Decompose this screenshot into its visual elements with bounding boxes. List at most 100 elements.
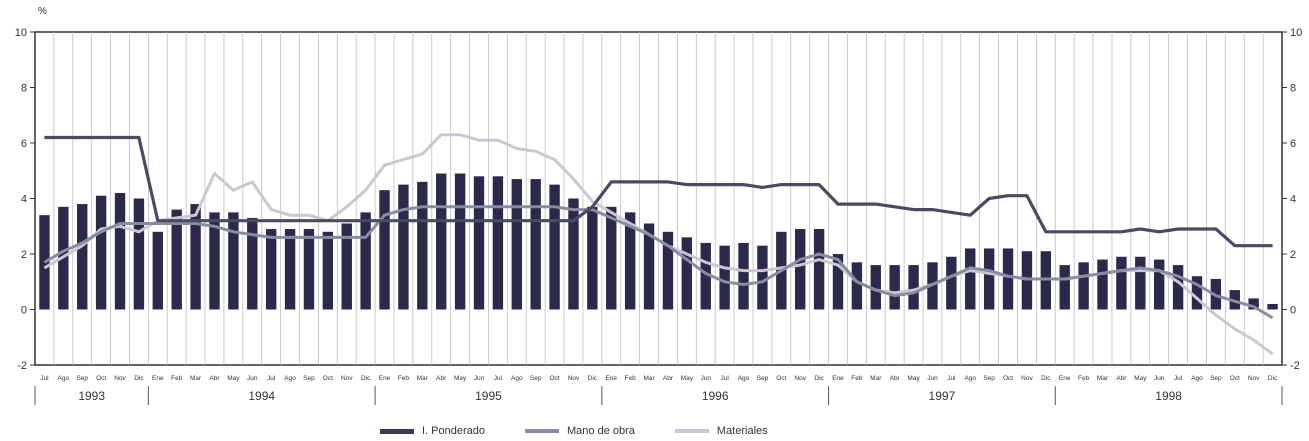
x-tick-label-month: Dic	[1041, 375, 1051, 382]
legend-label-ponderado: I. Ponderado	[422, 425, 485, 437]
x-tick-label-month: Sep	[76, 375, 88, 382]
bar-materiales	[946, 256, 957, 310]
x-tick-label-month: Nov	[341, 375, 353, 382]
x-tick-label-month: Oct	[96, 375, 106, 382]
bar-materiales	[530, 179, 541, 310]
y-tick-label-left: -2	[17, 360, 27, 372]
y-tick-label-right: 6	[1290, 138, 1296, 150]
bar-materiales	[983, 248, 995, 310]
x-year-label: 1995	[475, 389, 502, 403]
bar-materiales	[1002, 248, 1014, 310]
legend-swatch-mano-de-obra	[525, 429, 559, 433]
x-tick-label-month: Mar	[190, 375, 202, 382]
x-tick-label-month: Sep	[983, 375, 995, 382]
bar-materiales	[152, 231, 164, 310]
bar-materiales	[114, 192, 126, 310]
bar-materiales	[719, 245, 730, 310]
x-tick-label-month: Ago	[284, 375, 296, 382]
x-tick-label-month: Jun	[927, 375, 938, 382]
y-tick-label-left: 4	[21, 194, 27, 206]
legend-item-materiales: Materiales	[674, 425, 768, 437]
bar-materiales	[265, 229, 277, 310]
bar-materiales	[700, 242, 711, 310]
y-axis-unit-label: %	[38, 6, 47, 17]
x-tick-label-month: Oct	[1003, 375, 1013, 382]
x-tick-label-month: Feb	[851, 375, 863, 382]
x-tick-label-month: Dic	[814, 375, 824, 382]
x-tick-label-month: Ago	[738, 375, 750, 382]
bar-materiales	[436, 173, 447, 310]
bar-materiales	[795, 229, 806, 310]
bar-materiales	[1191, 276, 1203, 310]
x-tick-label-month: May	[1134, 375, 1147, 382]
bar-materiales	[190, 204, 201, 310]
y-tick-label-left: 8	[21, 83, 27, 95]
x-tick-label-month: Feb	[171, 375, 183, 382]
x-tick-label-month: Jul	[947, 375, 956, 382]
x-tick-label-month: Sep	[757, 375, 769, 382]
y-tick-label-left: 2	[21, 249, 27, 261]
y-tick-label-right: 10	[1290, 27, 1302, 39]
bar-materiales	[757, 245, 768, 310]
bar-materiales	[606, 206, 617, 310]
x-tick-label-month: May	[907, 375, 920, 382]
x-tick-label-month: Nov	[114, 375, 126, 382]
bar-materiales	[228, 212, 239, 310]
x-tick-label-month: Abr	[663, 375, 674, 382]
x-tick-label-month: Ago	[511, 375, 523, 382]
x-tick-label-month: Jul	[720, 375, 729, 382]
line-mano-de-obra	[43, 205, 1274, 320]
x-tick-label-month: Sep	[530, 375, 542, 382]
x-tick-label-month: Dic	[361, 375, 371, 382]
y-tick-label-right: 0	[1290, 305, 1296, 317]
y-tick-label-left: 6	[21, 138, 27, 150]
y-tick-label-left: 10	[15, 27, 27, 39]
x-tick-label-month: Feb	[1078, 375, 1090, 382]
x-tick-label-month: Jun	[700, 375, 711, 382]
bar-materiales	[624, 212, 636, 310]
bar-materiales	[322, 231, 334, 310]
x-tick-label-month: Ago	[1191, 375, 1203, 382]
x-tick-label-month: Jul	[494, 375, 503, 382]
bar-materiales	[568, 198, 579, 310]
bar-materiales	[851, 262, 863, 310]
x-tick-label-month: Ago	[58, 375, 70, 382]
bar-materiales	[1248, 298, 1259, 310]
bar-materiales	[738, 242, 749, 310]
legend-swatch-materiales	[674, 429, 709, 433]
bar-materiales	[1078, 262, 1089, 310]
x-tick-label-month: Dic	[134, 375, 144, 382]
x-tick-label-month: Abr	[890, 375, 901, 382]
x-tick-label-month: Jul	[1174, 375, 1183, 382]
bar-materiales	[643, 223, 655, 310]
bar-materiales	[662, 231, 674, 310]
bar-materiales	[511, 179, 522, 310]
x-tick-label-month: Nov	[568, 375, 580, 382]
legend: I. Ponderado Mano de obra Materiales	[380, 425, 768, 437]
bar-materiales	[1116, 256, 1127, 310]
bar-materiales	[341, 223, 352, 310]
bar-materiales	[965, 248, 976, 310]
x-tick-label-month: Ago	[964, 375, 976, 382]
x-tick-label-month: Oct	[550, 375, 560, 382]
bar-materiales	[284, 229, 296, 310]
x-tick-label-month: Dic	[1268, 375, 1278, 382]
bar-materiales	[587, 206, 598, 310]
bar-materiales	[379, 190, 390, 310]
bar-materiales	[681, 237, 693, 310]
x-tick-label-month: Oct	[776, 375, 786, 382]
bar-materiales	[1172, 265, 1184, 310]
y-tick-label-right: 2	[1290, 249, 1296, 261]
x-year-label: 1997	[929, 389, 956, 403]
x-tick-label-month: Ene	[605, 375, 617, 382]
x-tick-label-month: May	[227, 375, 240, 382]
x-tick-label-month: Nov	[1248, 375, 1260, 382]
x-tick-label-month: Sep	[303, 375, 315, 382]
legend-item-mano-de-obra: Mano de obra	[525, 425, 635, 437]
bar-materiales	[133, 198, 145, 310]
y-tick-label-right: 8	[1290, 83, 1296, 95]
bar-materiales	[492, 176, 504, 310]
x-tick-label-month: Mar	[643, 375, 655, 382]
x-tick-label-month: Nov	[794, 375, 806, 382]
x-tick-label-month: Ene	[379, 375, 391, 382]
